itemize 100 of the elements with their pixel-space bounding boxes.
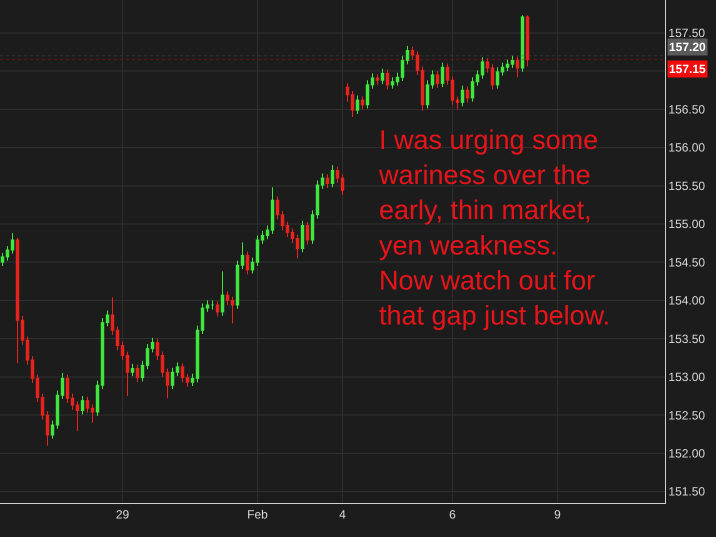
candlestick — [480, 56, 484, 80]
candlestick — [120, 341, 124, 361]
candlestick — [90, 404, 94, 424]
candlestick — [106, 310, 110, 327]
candlestick — [6, 246, 10, 262]
candlestick — [490, 64, 494, 90]
candlestick — [470, 76, 474, 102]
candlestick — [230, 296, 234, 324]
candlestick — [280, 210, 284, 231]
candlestick — [436, 70, 440, 88]
candlestick — [386, 69, 390, 90]
annotation: I was urging some wariness over the early, thin market, yen weakness. Now watch out for that gap just below. — [378, 125, 610, 330]
x-tick-label: 29 — [116, 507, 130, 522]
candlestick — [500, 62, 504, 76]
candlestick — [510, 55, 514, 69]
candlestick — [460, 85, 464, 107]
candlestick — [416, 50, 420, 76]
candlestick — [420, 66, 424, 112]
candlestick — [110, 296, 114, 336]
candlestick — [76, 400, 80, 432]
candlestick — [476, 70, 480, 86]
candlestick — [36, 374, 40, 403]
candlestick — [66, 374, 70, 404]
y-tick-label: 153.50 — [668, 332, 706, 346]
candlestick — [256, 234, 260, 267]
candlestick — [356, 95, 360, 114]
candlestick — [316, 180, 320, 220]
candlestick — [486, 58, 490, 74]
y-tick-label: 155.00 — [668, 217, 706, 232]
candlestick — [156, 338, 160, 361]
candlestick — [290, 228, 294, 244]
candlestick — [430, 70, 434, 90]
candlestick — [26, 336, 30, 366]
candlestick — [496, 66, 500, 90]
candlestick — [50, 420, 54, 440]
candlestick — [440, 62, 444, 88]
y-tick-label: 156.00 — [668, 140, 706, 155]
candlestick — [210, 300, 214, 310]
candlestick — [250, 257, 254, 274]
candlestick — [466, 86, 470, 103]
candlestick — [506, 59, 510, 72]
candlestick — [140, 360, 144, 382]
candlestick — [286, 221, 290, 238]
candlestick — [30, 356, 34, 384]
y-tick-label: 152.50 — [668, 408, 706, 422]
x-tick-label: 9 — [554, 507, 562, 522]
candlestick — [206, 300, 210, 312]
candlestick — [346, 82, 350, 102]
candlestick — [126, 351, 130, 396]
x-tick-label: 6 — [449, 507, 456, 522]
candlestick — [16, 237, 20, 364]
candlestick — [60, 372, 64, 400]
candlestick — [226, 290, 230, 306]
candlestick — [330, 164, 334, 188]
candlestick — [336, 166, 340, 184]
candlestick — [160, 351, 164, 378]
candlestick — [366, 80, 370, 110]
candlestick — [380, 68, 384, 85]
candlestick — [276, 196, 280, 220]
candlestick — [96, 380, 100, 416]
candlestick — [180, 362, 184, 383]
ref-line-label: 157.15 — [669, 62, 706, 76]
candlestick — [40, 393, 44, 420]
candlestick — [260, 230, 264, 244]
ref-line-label: 157.20 — [669, 40, 706, 54]
candlestick — [390, 76, 394, 90]
candlestick — [136, 364, 140, 383]
x-tick-label: 4 — [339, 507, 346, 522]
candlestick — [306, 221, 310, 246]
candlestick — [240, 242, 244, 270]
y-tick-label: 152.00 — [668, 446, 706, 461]
candlestick — [70, 393, 74, 410]
candlestick — [170, 367, 174, 390]
candlestick — [326, 174, 330, 189]
y-tick-label: 151.50 — [668, 484, 706, 499]
candlestick — [56, 390, 60, 430]
candlestick — [376, 74, 380, 86]
candlestick — [296, 234, 300, 259]
candlestick — [310, 210, 314, 244]
candlestick — [270, 186, 274, 234]
candlestick — [190, 373, 194, 387]
candlestick — [10, 232, 14, 254]
candlestick — [300, 220, 304, 253]
candlestick — [220, 270, 224, 316]
y-tick-label: 154.00 — [668, 294, 706, 308]
candlestick — [450, 76, 454, 106]
candlestick — [396, 72, 400, 86]
candlestick — [246, 251, 250, 275]
candlestick — [150, 337, 154, 353]
candlestick — [266, 225, 270, 240]
candlestick — [320, 173, 324, 190]
candlestick — [400, 55, 404, 82]
y-tick-label: 155.50 — [668, 178, 706, 193]
candlestick — [446, 62, 450, 86]
x-tick-label: Feb — [247, 507, 268, 522]
y-tick-label: 157.50 — [668, 26, 706, 40]
candlestick — [0, 252, 4, 267]
candlestick — [176, 362, 180, 377]
candlestick — [186, 373, 190, 388]
candlestick — [116, 326, 120, 351]
